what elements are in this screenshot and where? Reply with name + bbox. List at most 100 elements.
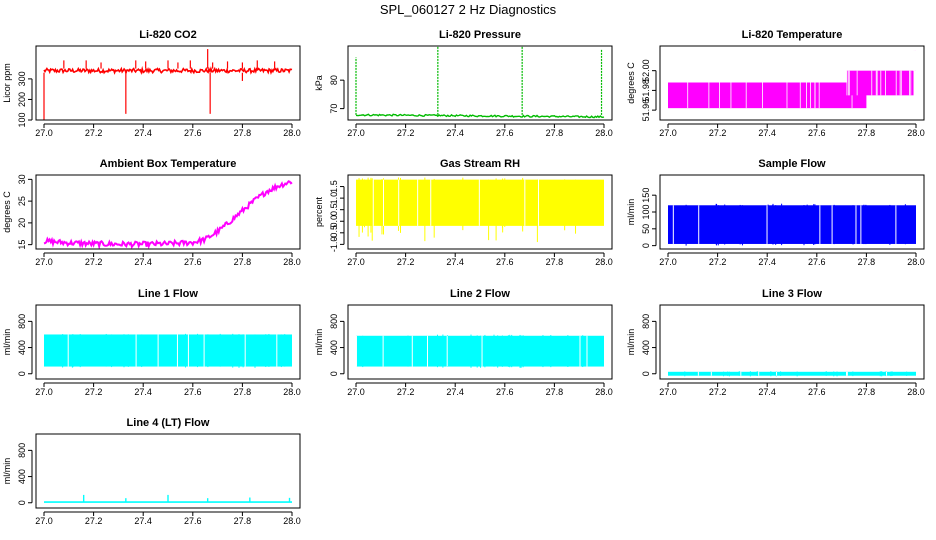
series-band <box>356 335 604 367</box>
plot-frame <box>659 304 925 380</box>
y-tick-label: 20 <box>17 218 27 228</box>
licor-temperature-panel: Li-820 Temperature degrees C 27.0 27.2 27.4 2… <box>626 29 925 136</box>
line2-flow-panel: Line 2 Flow ml/min 27.0 27.2 27.4 27.6 27.8 28.… <box>314 288 613 395</box>
y-tick-label: 400 <box>329 340 339 355</box>
y-tick-label: 15 <box>17 240 27 250</box>
step-block <box>846 70 914 96</box>
x-tick-label: 28.0 <box>907 128 925 136</box>
y-tick-label: 51.96 <box>641 99 651 122</box>
x-tick-label: 27.2 <box>85 128 103 136</box>
chart-title: Gas Stream RH <box>440 158 520 170</box>
plot-frame <box>347 174 613 250</box>
box-temperature-panel: Ambient Box Temperature degrees C 27.0 27.2… <box>2 158 301 265</box>
x-tick-label: 27.8 <box>546 387 564 395</box>
x-tick-label: 27.4 <box>758 128 776 136</box>
y-tick-label: 100 <box>641 204 651 219</box>
series-band <box>668 371 916 376</box>
y-axis-label: ml/min <box>2 329 12 356</box>
y-axis-label: Licor ppm <box>2 63 12 103</box>
x-tick-label: 27.0 <box>35 128 53 136</box>
y-tick-label: 400 <box>17 340 27 355</box>
plot-frame <box>347 304 613 380</box>
x-tick-label: 28.0 <box>595 128 613 136</box>
y-tick-label: 800 <box>641 314 651 329</box>
data-series <box>356 177 604 243</box>
y-tick-label: 51.98 <box>641 79 651 102</box>
y-tick-label: 80 <box>329 75 339 85</box>
series-line <box>43 65 293 76</box>
y-tick-label: 0 <box>17 371 27 376</box>
series-line <box>355 113 605 119</box>
chart-title: Line 2 Flow <box>450 288 510 300</box>
x-tick-label: 27.6 <box>808 128 826 136</box>
series-band <box>668 205 916 244</box>
x-tick-label: 27.4 <box>134 128 152 136</box>
x-tick-label: 28.0 <box>283 257 301 265</box>
y-tick-label: 0.0 <box>329 215 339 228</box>
y-axis-label: ml/min <box>2 458 12 485</box>
chart-title: Line 3 Flow <box>762 288 822 300</box>
x-tick-label: 27.8 <box>234 257 252 265</box>
x-tick-label: 27.8 <box>234 516 252 524</box>
x-tick-label: 27.0 <box>35 516 53 524</box>
y-axis-label: ml/min <box>314 329 324 356</box>
series-line <box>43 180 293 249</box>
y-tick-label: 25 <box>17 196 27 206</box>
y-tick-label: 0 <box>329 371 339 376</box>
x-tick-label: 27.0 <box>347 387 365 395</box>
x-tick-label: 27.2 <box>397 128 415 136</box>
y-tick-label: 0 <box>641 243 651 248</box>
x-tick-label: 27.4 <box>446 387 464 395</box>
y-axis-label: ml/min <box>626 329 636 356</box>
x-tick-label: 27.2 <box>709 257 727 265</box>
x-tick-label: 27.2 <box>397 257 415 265</box>
x-tick-label: 28.0 <box>907 387 925 395</box>
y-tick-label: 400 <box>641 340 651 355</box>
y-tick-label: 300 <box>17 71 27 86</box>
plot-frame <box>35 304 301 380</box>
x-tick-label: 27.6 <box>808 387 826 395</box>
x-tick-label: 27.0 <box>659 257 677 265</box>
x-tick-label: 27.2 <box>709 128 727 136</box>
x-tick-label: 27.6 <box>808 257 826 265</box>
y-tick-label: 400 <box>17 469 27 484</box>
y-tick-label: 0 <box>641 371 651 376</box>
x-tick-label: 27.2 <box>85 387 103 395</box>
x-tick-label: 28.0 <box>595 387 613 395</box>
x-tick-label: 27.0 <box>35 257 53 265</box>
x-tick-label: 27.4 <box>446 128 464 136</box>
plot-frame <box>347 45 613 121</box>
x-tick-label: 27.0 <box>347 257 365 265</box>
co2-panel: Li-820 CO2 Licor ppm 27.0 27.2 27.4 27.6 27.8 2… <box>2 29 301 136</box>
rh-panel: Gas Stream RH percent 27.0 27.2 27.4 27.6 27.8… <box>314 158 613 265</box>
y-tick-label: 200 <box>17 92 27 107</box>
plot-frame <box>35 433 301 509</box>
y-tick-label: 0.5 <box>329 203 339 216</box>
x-tick-label: 28.0 <box>283 128 301 136</box>
data-series <box>355 334 604 368</box>
chart-title: Line 4 (LT) Flow <box>127 417 210 429</box>
data-series <box>355 46 605 119</box>
chart-title: Line 1 Flow <box>138 288 198 300</box>
x-tick-label: 27.4 <box>446 257 464 265</box>
pressure-panel: Li-820 Pressure kPa 27.0 27.2 27.4 27.6 27.8 28… <box>314 29 613 136</box>
y-tick-label: -0.5 <box>329 225 339 241</box>
x-tick-label: 27.2 <box>85 516 103 524</box>
x-tick-label: 27.4 <box>134 257 152 265</box>
series-band <box>44 334 292 367</box>
line3-flow-panel: Line 3 Flow ml/min 27.0 27.2 27.4 27.6 27.8 28.… <box>626 288 925 395</box>
y-tick-label: 70 <box>329 104 339 114</box>
y-tick-label: 1.5 <box>329 180 339 193</box>
data-series <box>44 333 292 368</box>
x-tick-label: 27.0 <box>659 387 677 395</box>
x-tick-label: 27.8 <box>234 128 252 136</box>
data-series <box>43 180 293 249</box>
y-axis-label: degrees C <box>2 191 12 233</box>
x-tick-label: 27.6 <box>184 516 202 524</box>
x-tick-label: 27.6 <box>496 257 514 265</box>
x-tick-label: 27.8 <box>858 128 876 136</box>
x-tick-label: 27.0 <box>659 128 677 136</box>
x-tick-label: 27.6 <box>496 387 514 395</box>
page-title: SPL_060127 2 Hz Diagnostics <box>379 2 557 17</box>
x-tick-label: 27.6 <box>184 387 202 395</box>
